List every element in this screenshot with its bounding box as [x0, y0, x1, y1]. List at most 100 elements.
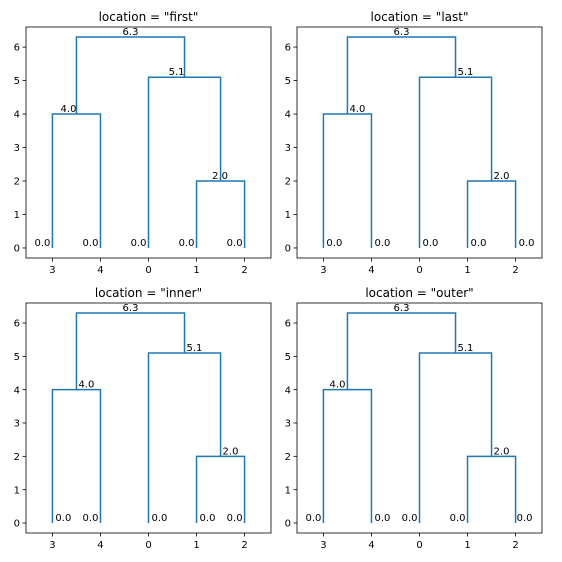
x-tick-label: 0	[416, 265, 422, 276]
dendrogram-link	[147, 76, 222, 248]
y-tick-label: 2	[14, 452, 20, 463]
dendrogram-link	[466, 455, 517, 523]
x-tick-label: 4	[97, 265, 103, 276]
leaf-label: 0.0	[152, 513, 168, 524]
y-tick-label: 0	[14, 519, 20, 530]
leaf-label: 0.0	[517, 513, 533, 524]
merge-label: 6.3	[123, 303, 139, 314]
merge-label: 6.3	[394, 303, 410, 314]
y-tick-label: 2	[14, 177, 20, 188]
leaf-label: 0.0	[326, 238, 342, 249]
y-tick-label: 5	[285, 352, 291, 363]
x-tick-label: 2	[241, 265, 247, 276]
leaf-label: 0.0	[200, 513, 216, 524]
y-tick-label: 0	[285, 519, 291, 530]
merge-label: 5.1	[458, 343, 474, 354]
leaf-label: 0.0	[423, 238, 439, 249]
x-tick-label: 2	[512, 265, 518, 276]
dendrogram-link	[346, 36, 457, 115]
x-tick-label: 0	[416, 540, 422, 551]
x-tick-label: 1	[193, 265, 199, 276]
y-tick-label: 5	[285, 76, 291, 87]
x-tick-label: 0	[145, 540, 151, 551]
dendrogram-link	[51, 113, 102, 248]
dendrogram-panel-last: 0 1 2 3 4 5 6 3 4 0 1 2 location = "last" 2.0 4.0 5.1 6.…	[285, 10, 543, 276]
y-tick-label: 4	[285, 110, 291, 121]
y-tick-label: 3	[285, 419, 291, 430]
merge-label: 6.3	[123, 27, 139, 38]
dendrogram-panel-inner: 0 1 2 3 4 5 6 3 4 0 1 2 location = "inner" 2.0 4.0 5.1 6…	[14, 286, 272, 551]
x-tick-label: 0	[145, 265, 151, 276]
leaf-label: 0.0	[450, 513, 466, 524]
y-tick-label: 2	[285, 177, 291, 188]
x-tick-label: 3	[49, 540, 55, 551]
dendrogram-link	[418, 352, 493, 523]
x-tick-label: 3	[49, 265, 55, 276]
y-tick-label: 4	[285, 385, 291, 396]
x-tick-label: 1	[464, 265, 470, 276]
dendrogram-link	[75, 36, 186, 115]
merge-label: 4.0	[330, 380, 346, 391]
y-tick-label: 6	[285, 319, 291, 330]
dendrogram-link	[346, 312, 457, 390]
merge-label: 6.3	[394, 27, 410, 38]
leaf-label: 0.0	[402, 513, 418, 524]
dendrogram-link	[322, 113, 373, 248]
panel-title: location = "outer"	[365, 286, 473, 300]
y-tick-label: 1	[14, 210, 20, 221]
merge-label: 2.0	[494, 171, 510, 182]
leaf-label: 0.0	[306, 513, 322, 524]
leaf-label: 0.0	[83, 513, 99, 524]
panel-title: location = "inner"	[95, 286, 202, 300]
leaf-label: 0.0	[131, 238, 147, 249]
merge-label: 2.0	[494, 446, 510, 457]
merge-label: 5.1	[187, 343, 203, 354]
dendrogram-link	[322, 388, 373, 523]
y-tick-label: 0	[285, 244, 291, 255]
x-tick-label: 3	[320, 540, 326, 551]
y-tick-label: 6	[285, 43, 291, 54]
leaf-label: 0.0	[374, 513, 390, 524]
y-tick-label: 3	[285, 143, 291, 154]
x-tick-label: 4	[97, 540, 103, 551]
leaf-label: 0.0	[227, 238, 243, 249]
leaf-label: 0.0	[179, 238, 195, 249]
y-tick-label: 5	[14, 352, 20, 363]
y-tick-label: 3	[14, 419, 20, 430]
merge-label: 4.0	[78, 380, 94, 391]
y-tick-label: 4	[14, 385, 20, 396]
merge-label: 2.0	[223, 446, 239, 457]
dendrogram-link	[147, 352, 222, 523]
leaf-label: 0.0	[519, 238, 535, 249]
merge-label: 4.0	[61, 104, 77, 115]
dendrogram-panel-outer: 0 1 2 3 4 5 6 3 4 0 1 2 location = "outer" 2.0 4.0 5.1 6…	[285, 286, 543, 551]
merge-label: 5.1	[169, 67, 185, 78]
x-tick-label: 2	[512, 540, 518, 551]
x-tick-label: 1	[464, 540, 470, 551]
dendrogram-link	[75, 312, 186, 390]
y-tick-label: 1	[285, 485, 291, 496]
y-tick-label: 2	[285, 452, 291, 463]
leaf-label: 0.0	[374, 238, 390, 249]
dendrogram-link	[51, 388, 102, 523]
leaf-label: 0.0	[55, 513, 71, 524]
x-tick-label: 4	[368, 540, 374, 551]
panel-title: location = "last"	[371, 10, 469, 24]
y-tick-label: 6	[14, 319, 20, 330]
y-tick-label: 1	[285, 210, 291, 221]
y-tick-label: 4	[14, 110, 20, 121]
y-tick-label: 1	[14, 485, 20, 496]
y-tick-label: 6	[14, 43, 20, 54]
dendrogram-link	[418, 76, 493, 248]
merge-label: 5.1	[458, 67, 474, 78]
x-tick-label: 4	[368, 265, 374, 276]
y-tick-label: 5	[14, 76, 20, 87]
leaf-label: 0.0	[35, 238, 51, 249]
leaf-label: 0.0	[227, 513, 243, 524]
merge-label: 4.0	[349, 104, 365, 115]
x-tick-label: 1	[193, 540, 199, 551]
leaf-label: 0.0	[471, 238, 487, 249]
y-tick-label: 0	[14, 244, 20, 255]
